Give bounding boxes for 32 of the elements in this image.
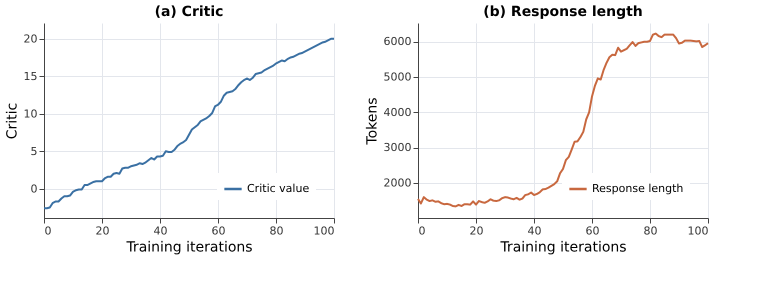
x-axis-title: Training iterations <box>499 240 627 256</box>
x-tick-label: 60 <box>586 224 600 238</box>
line-series <box>43 38 335 210</box>
y-axis-title: Tokens <box>364 97 381 146</box>
y-tick-label: 0 <box>30 182 38 196</box>
y-axis-title: Critic <box>4 102 21 140</box>
y-tick-label: 2000 <box>384 176 412 190</box>
x-tick-label: 20 <box>96 224 110 238</box>
x-tick-label: 20 <box>470 224 484 238</box>
x-tick-label: 40 <box>154 224 168 238</box>
y-tick-label: 5 <box>30 144 38 158</box>
x-tick-label: 80 <box>644 224 658 238</box>
x-tick-label: 40 <box>528 224 542 238</box>
legend-label: Critic value <box>247 182 310 195</box>
x-tick-label: 0 <box>418 224 426 238</box>
chart-title: (a) Critic <box>154 4 224 20</box>
y-tick-label: 3000 <box>384 141 412 154</box>
x-tick-label: 0 <box>44 224 52 238</box>
y-tick-label: 4000 <box>384 106 412 119</box>
chart-title: (b) Response length <box>483 4 643 20</box>
line-series <box>417 32 709 208</box>
x-tick-label: 60 <box>212 224 226 238</box>
y-tick-label: 5000 <box>384 70 412 84</box>
x-tick-label: 100 <box>314 224 334 238</box>
x-tick-label: 100 <box>688 224 708 238</box>
x-tick-label: 80 <box>270 224 284 238</box>
y-tick-label: 6000 <box>384 35 412 48</box>
y-tick-label: 10 <box>24 107 38 120</box>
y-tick-label: 20 <box>24 32 38 46</box>
y-tick-label: 15 <box>24 70 38 83</box>
x-axis-title: Training iterations <box>125 240 253 256</box>
legend-label: Response length <box>592 182 684 195</box>
